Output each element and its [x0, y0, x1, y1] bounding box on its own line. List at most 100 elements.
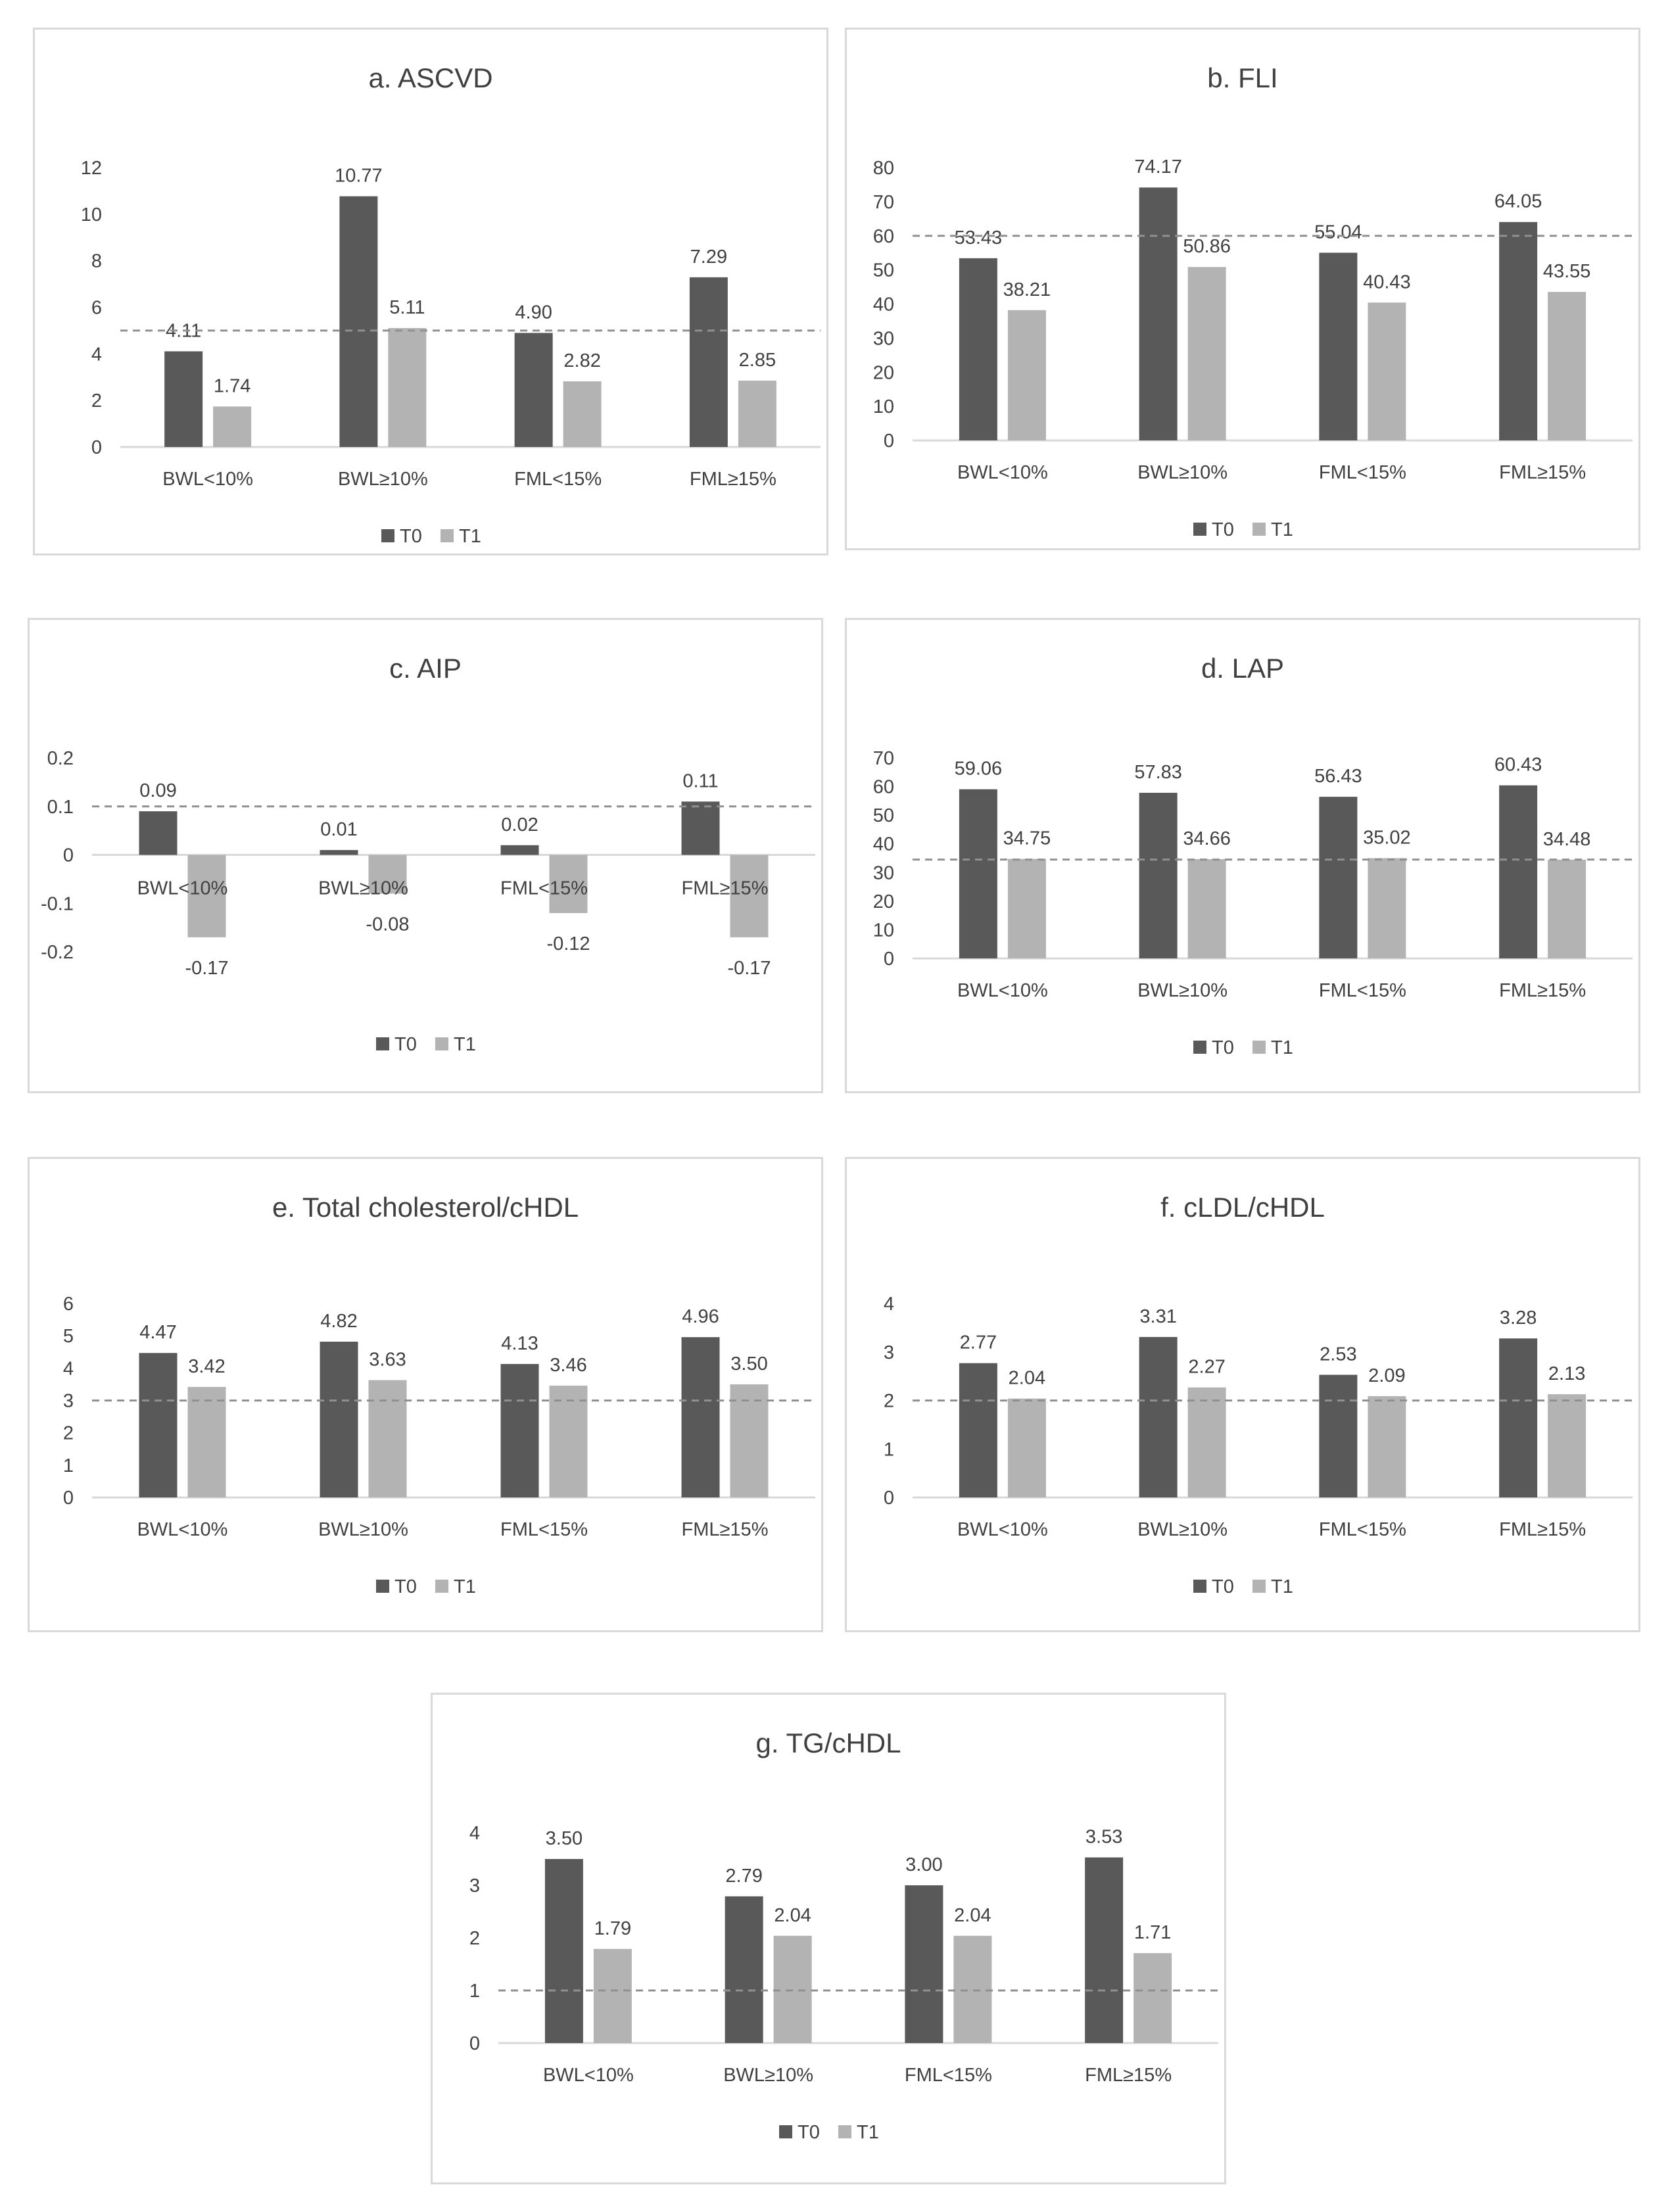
bar-t1 — [549, 855, 588, 913]
data-label: 3.50 — [730, 1353, 767, 1375]
y-tick-label: 30 — [873, 862, 894, 883]
data-label: 64.05 — [1494, 191, 1542, 212]
y-tick-label: 0 — [63, 1488, 74, 1509]
y-tick-label: 60 — [873, 226, 894, 247]
data-label: 57.83 — [1134, 762, 1182, 783]
bar-t0 — [681, 801, 720, 855]
data-label: 3.53 — [1086, 1827, 1122, 1848]
bar-t1 — [730, 1384, 769, 1497]
y-tick-label: 0 — [884, 1488, 894, 1509]
legend-swatch-t0 — [1193, 1041, 1206, 1054]
data-label: 2.27 — [1188, 1357, 1225, 1378]
y-tick-label: 50 — [873, 805, 894, 826]
bar-t1 — [213, 406, 252, 447]
data-label: -0.08 — [366, 914, 409, 935]
category-label: BWL≥10% — [1137, 462, 1228, 483]
bar-t0 — [1499, 222, 1538, 440]
data-label: 1.79 — [594, 1918, 631, 1939]
data-label: 1.71 — [1134, 1922, 1171, 1943]
chart-title: g. TG/cHDL — [756, 1728, 901, 1758]
y-tick-label: 40 — [873, 294, 894, 316]
y-tick-label: 6 — [63, 1294, 74, 1315]
y-tick-label: 80 — [873, 158, 894, 179]
category-label: BWL<10% — [957, 462, 1048, 483]
category-label: BWL≥10% — [338, 469, 428, 490]
y-tick-label: 0.1 — [47, 797, 74, 818]
y-tick-label: 4 — [91, 344, 102, 365]
chart-panel-c: c. AIP -0.2 -0.1 0 0.1 0.2 0.09 -0.17 BWL<10% 0.0… — [28, 618, 823, 1093]
category-label: BWL≥10% — [318, 878, 408, 899]
legend-label: T1 — [857, 2122, 879, 2143]
category-label: BWL≥10% — [318, 1519, 408, 1540]
data-label: 40.43 — [1363, 271, 1411, 293]
chart-svg: d. LAP 0 10 20 30 40 50 60 70 59.06 34.75 BWL<10% 57… — [873, 653, 1633, 1058]
y-tick-label: 5 — [63, 1326, 74, 1347]
chart-title: d. LAP — [1201, 653, 1284, 684]
bar-t0 — [164, 351, 203, 447]
legend-label: T0 — [394, 1034, 417, 1055]
data-label: 56.43 — [1314, 766, 1362, 787]
y-tick-label: -0.2 — [41, 942, 74, 963]
y-tick-label: 4 — [469, 1823, 480, 1844]
data-label: 3.42 — [188, 1356, 225, 1377]
bar-t1 — [1368, 858, 1406, 958]
bar-t1 — [593, 1948, 632, 2043]
bar-t1 — [368, 855, 407, 894]
data-label: 2.13 — [1548, 1363, 1585, 1384]
legend-label: T1 — [1271, 1576, 1293, 1597]
legend-label: T1 — [454, 1034, 476, 1055]
data-label: 4.82 — [320, 1311, 357, 1332]
bar-t0 — [1319, 1375, 1358, 1497]
bar-t1 — [1187, 267, 1226, 440]
data-label: 2.82 — [563, 350, 600, 371]
chart-title: c. AIP — [389, 653, 462, 684]
chart-panel-b: b. FLI 0 10 20 30 40 50 60 70 80 53.43 38.21 BWL<10%… — [845, 28, 1640, 550]
bar-t0 — [1499, 785, 1538, 958]
legend-label: T1 — [459, 526, 481, 547]
data-label: 43.55 — [1543, 261, 1591, 282]
bar-t0 — [1139, 793, 1178, 958]
bar-t0 — [689, 277, 728, 447]
bar-t0 — [959, 258, 997, 440]
bar-t1 — [1007, 859, 1046, 958]
category-label: FML<15% — [905, 2065, 992, 2086]
bar-t1 — [549, 1385, 588, 1497]
data-label: 10.77 — [335, 166, 383, 187]
legend-swatch-t0 — [381, 529, 394, 542]
legend-label: T1 — [1271, 1037, 1293, 1058]
y-tick-label: 6 — [91, 298, 102, 319]
bar-t0 — [1085, 1857, 1124, 2043]
legend-swatch-t0 — [1193, 523, 1206, 536]
data-label: 53.43 — [955, 227, 1003, 248]
bar-t1 — [730, 855, 769, 937]
chart-panel-f: f. cLDL/cHDL 0 1 2 3 4 2.77 2.04 BWL<10% 3.31 2.27… — [845, 1157, 1640, 1632]
chart-title: f. cLDL/cHDL — [1160, 1192, 1325, 1223]
category-label: BWL≥10% — [1137, 980, 1228, 1001]
bar-t1 — [187, 1386, 226, 1497]
category-label: FML<15% — [500, 878, 588, 899]
category-label: FML<15% — [500, 1519, 588, 1540]
legend-swatch-t1 — [838, 2125, 851, 2138]
legend-label: T0 — [1212, 519, 1234, 540]
legend-label: T0 — [1212, 1037, 1234, 1058]
data-label: 4.90 — [515, 302, 552, 323]
bar-t1 — [187, 855, 226, 937]
category-label: BWL<10% — [162, 469, 253, 490]
y-tick-label: 60 — [873, 777, 894, 798]
legend-label: T0 — [1212, 1576, 1234, 1597]
bar-t0 — [1139, 187, 1178, 440]
y-tick-label: 70 — [873, 192, 894, 213]
bar-t0 — [339, 196, 378, 447]
legend-swatch-t1 — [435, 1580, 448, 1593]
y-tick-label: -0.1 — [41, 893, 74, 914]
bar-t1 — [1187, 1387, 1226, 1497]
legend-swatch-t0 — [779, 2125, 792, 2138]
bar-t0 — [1319, 797, 1358, 958]
data-label: 0.02 — [501, 814, 538, 835]
bar-t1 — [1548, 1394, 1587, 1497]
y-tick-label: 20 — [873, 891, 894, 912]
y-tick-label: 2 — [63, 1423, 74, 1444]
bar-t0 — [1139, 1336, 1178, 1497]
data-label: 5.11 — [389, 297, 425, 318]
y-tick-label: 0 — [91, 437, 102, 458]
